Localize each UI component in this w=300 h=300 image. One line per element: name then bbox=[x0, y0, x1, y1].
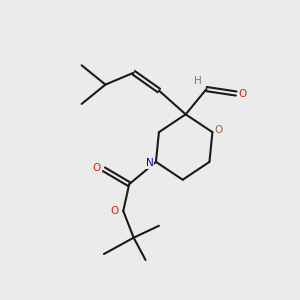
Text: O: O bbox=[215, 125, 223, 135]
Text: H: H bbox=[194, 76, 201, 86]
Text: O: O bbox=[110, 206, 118, 216]
Text: O: O bbox=[92, 163, 101, 173]
Text: N: N bbox=[146, 158, 153, 168]
Text: O: O bbox=[238, 88, 247, 98]
